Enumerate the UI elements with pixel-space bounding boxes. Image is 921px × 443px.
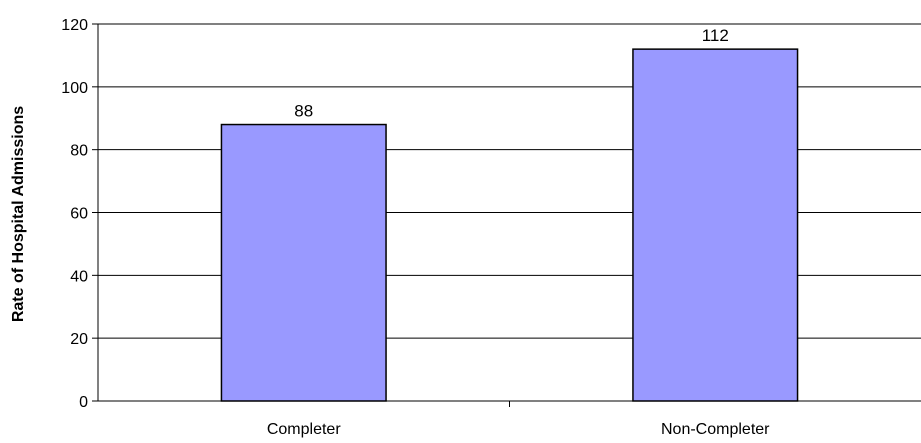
y-tick-label: 100 [61,80,88,97]
y-tick-label: 20 [70,331,88,348]
y-axis-title: Rate of Hospital Admissions [10,106,27,322]
bar [632,48,799,402]
axes [92,23,921,407]
data-label: 88 [294,102,313,121]
y-tick-label: 120 [61,17,88,34]
labels: 0 20 40 60 80 100 120 88 Completer 112 Non-Complet… [61,17,770,438]
bars [220,48,799,402]
x-tick-label: Completer [267,421,341,438]
y-tick-label: 40 [70,268,88,285]
y-tick-label: 0 [79,394,88,411]
bar [220,123,387,402]
y-tick-label: 60 [70,206,88,223]
x-tick-label: Non-Completer [661,421,770,438]
data-label: 112 [702,26,729,45]
y-tick-label: 80 [70,143,88,160]
